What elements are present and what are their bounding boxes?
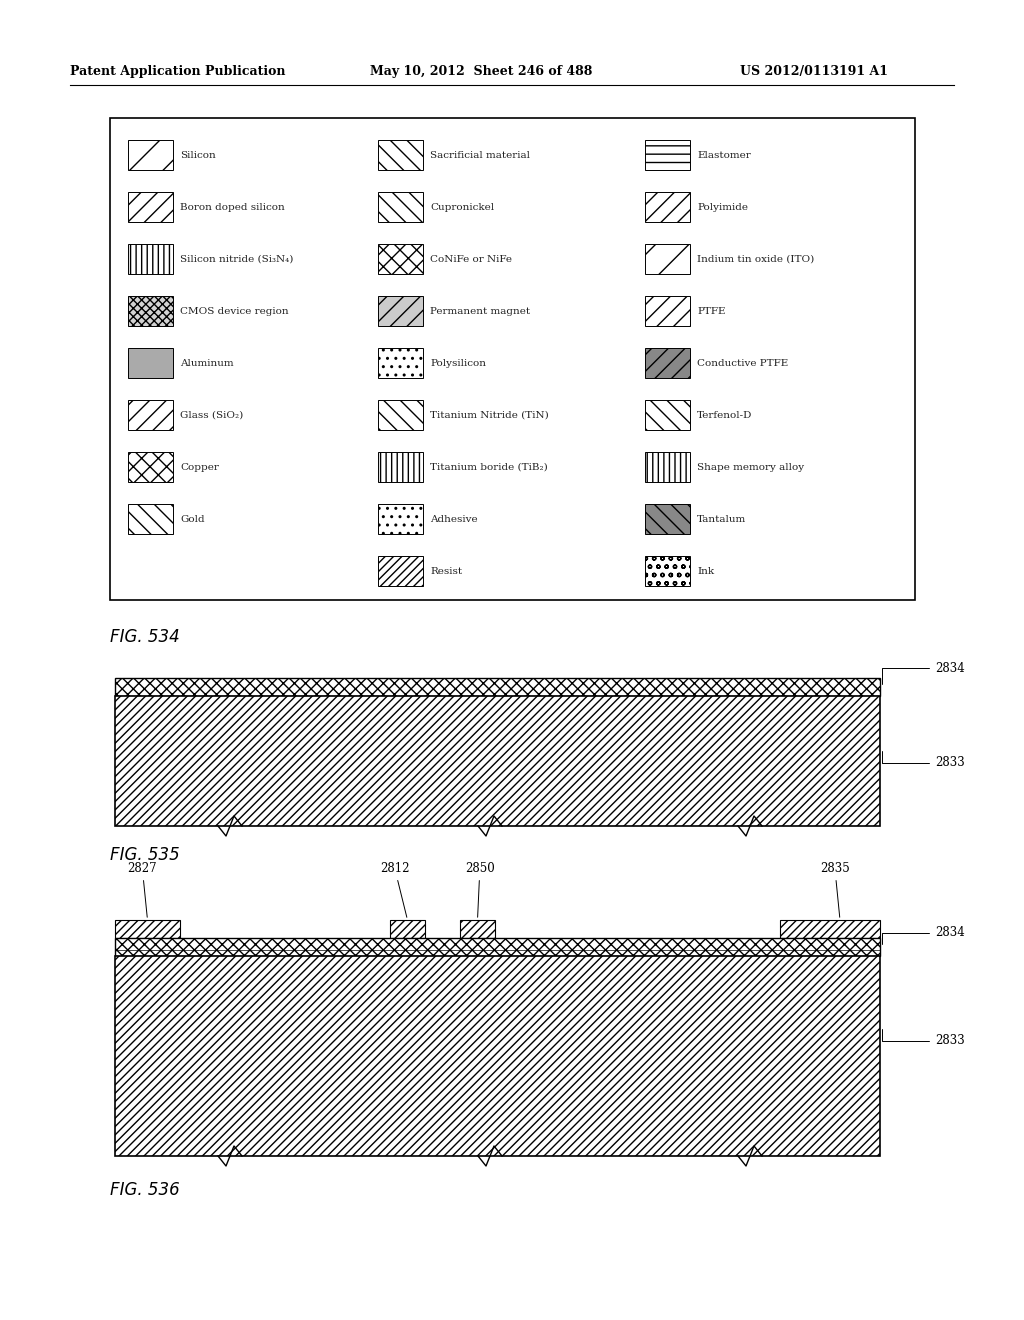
Bar [645,556,690,586]
Bar [128,504,173,535]
Text: US 2012/0113191 A1: US 2012/0113191 A1 [740,66,888,78]
Bar [645,244,690,275]
Bar [115,956,880,1156]
Text: Resist: Resist [430,566,462,576]
Bar [645,140,690,170]
Bar [645,400,690,430]
Text: Gold: Gold [180,515,205,524]
Text: 2812: 2812 [380,862,410,917]
Bar [115,678,880,696]
Text: Ink: Ink [697,566,714,576]
Text: 2834: 2834 [882,661,965,684]
Text: FIG. 534: FIG. 534 [110,628,180,645]
Text: Cupronickel: Cupronickel [430,202,495,211]
Text: Elastomer: Elastomer [697,150,751,160]
Text: Permanent magnet: Permanent magnet [430,306,530,315]
Bar [378,244,423,275]
Text: Glass (SiO₂): Glass (SiO₂) [180,411,244,420]
Bar [115,696,880,826]
Text: Copper: Copper [180,462,219,471]
Bar [378,556,423,586]
Text: 2850: 2850 [465,862,495,917]
Text: Polyimide: Polyimide [697,202,748,211]
Bar [115,920,180,939]
Bar [128,244,173,275]
Bar [780,920,880,939]
Bar [378,400,423,430]
Text: Silicon: Silicon [180,150,216,160]
Bar [378,451,423,482]
Text: Patent Application Publication: Patent Application Publication [70,66,286,78]
Bar [128,191,173,222]
Bar [645,296,690,326]
Text: Shape memory alloy: Shape memory alloy [697,462,804,471]
Text: 2835: 2835 [820,862,850,917]
Bar [378,140,423,170]
Bar [645,348,690,378]
Bar [115,939,880,956]
Bar [128,451,173,482]
Text: Titanium Nitride (TiN): Titanium Nitride (TiN) [430,411,549,420]
Text: Indium tin oxide (ITO): Indium tin oxide (ITO) [697,255,814,264]
Bar [460,920,495,939]
Text: Conductive PTFE: Conductive PTFE [697,359,788,367]
Bar [378,191,423,222]
Text: Boron doped silicon: Boron doped silicon [180,202,285,211]
Bar [128,296,173,326]
Text: Terfenol-D: Terfenol-D [697,411,753,420]
Bar [378,296,423,326]
Text: Silicon nitride (Si₃N₄): Silicon nitride (Si₃N₄) [180,255,293,264]
Text: Tantalum: Tantalum [697,515,746,524]
Text: FIG. 535: FIG. 535 [110,846,180,865]
Text: 2833: 2833 [882,1028,965,1048]
Bar [645,451,690,482]
Bar [128,140,173,170]
Text: 2827: 2827 [128,862,157,917]
Text: Titanium boride (TiB₂): Titanium boride (TiB₂) [430,462,548,471]
Text: CoNiFe or NiFe: CoNiFe or NiFe [430,255,512,264]
Bar [378,348,423,378]
Text: Adhesive: Adhesive [430,515,477,524]
Text: 2834: 2834 [882,927,965,944]
Text: Sacrificial material: Sacrificial material [430,150,530,160]
Text: FIG. 536: FIG. 536 [110,1181,180,1199]
Bar [378,504,423,535]
Bar [128,400,173,430]
Text: May 10, 2012  Sheet 246 of 488: May 10, 2012 Sheet 246 of 488 [370,66,592,78]
Bar [390,920,425,939]
Text: Polysilicon: Polysilicon [430,359,486,367]
Text: CMOS device region: CMOS device region [180,306,289,315]
Bar [645,191,690,222]
Text: Aluminum: Aluminum [180,359,233,367]
Bar [128,348,173,378]
Text: PTFE: PTFE [697,306,725,315]
Bar [110,117,915,601]
Text: 2833: 2833 [882,751,965,770]
Bar [645,504,690,535]
